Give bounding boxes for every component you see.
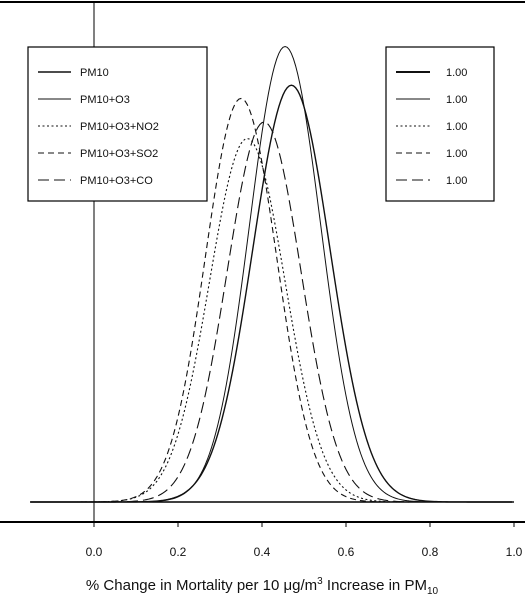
legend-left-label-2: PM10+O3+NO2 [80,121,159,133]
legend-right-value-0: 1.00 [446,67,467,79]
series-line-4 [31,121,514,503]
legend-right-value-3: 1.00 [446,148,467,160]
x-tick-label-3: 0.6 [338,545,355,559]
legend-left-label-4: PM10+O3+CO [80,175,153,187]
legend-right [385,46,495,202]
x-tick-label-1: 0.2 [170,545,187,559]
x-tick-label-2: 0.4 [254,545,271,559]
x-axis-title: % Change in Mortality per 10 μg/m3 Incre… [86,576,439,597]
x-axis-title-sub: 10 [427,586,439,597]
x-tick-label-4: 0.8 [422,545,439,559]
x-ticks: 0.0 0.2 0.4 0.6 0.8 1.0 [86,522,523,559]
x-axis-title-mid: Increase in PM [323,577,427,594]
legend-left-label-1: PM10+O3 [80,94,130,106]
x-tick-label-5: 1.0 [506,545,523,559]
series-lines [31,45,514,503]
legend-left-label-3: PM10+O3+SO2 [80,148,158,160]
x-axis-title-sup: 3 [317,576,323,587]
legend-right-value-1: 1.00 [446,94,467,106]
legend-right-items: 1.00 1.00 1.00 1.00 1.00 [396,67,467,187]
x-tick-label-0: 0.0 [86,545,103,559]
legend-left-label-0: PM10 [80,67,109,79]
x-axis-title-main: % Change in Mortality per 10 μg/m [86,577,317,594]
legend-left-items: PM10 PM10+O3 PM10+O3+NO2 PM10+O3+SO2 PM10+O3… [38,67,159,187]
legend-right-value-2: 1.00 [446,121,467,133]
legend-right-value-4: 1.00 [446,175,467,187]
